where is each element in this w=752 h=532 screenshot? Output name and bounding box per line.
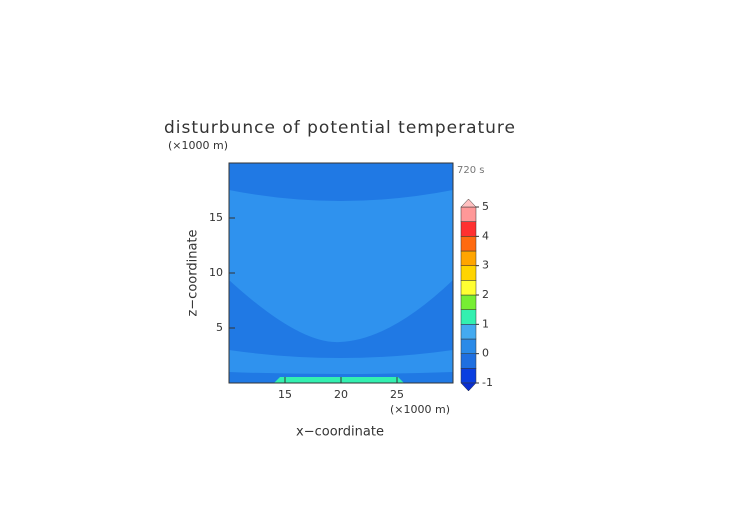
colorbar-tick-label: -1 [482,376,493,389]
colorbar-band [460,221,477,237]
field-region [229,163,453,201]
y-axis-label: z−coordinate [186,229,201,316]
colorbar-tick-label: 5 [482,200,489,213]
y-unit: (×1000 m) [168,139,228,152]
colorbar-tick-label: 3 [482,259,489,272]
colorbar-tick-label: 1 [482,317,489,330]
colorbar-band [460,206,477,222]
chart-title: disturbunce of potential temperature [164,118,516,138]
colorbar-band [460,280,477,296]
x-tick-label: 15 [278,388,292,401]
field-region [274,377,404,383]
colorbar-band [460,265,477,281]
colorbar-tick-label: 4 [482,229,489,242]
colorbar-tick-label: 2 [482,288,489,301]
colorbar-band [460,353,477,369]
x-axis-label: x−coordinate [296,425,384,440]
contour-field [229,163,453,383]
colorbar-band [460,324,477,340]
colorbar-over [460,198,477,208]
x-tick-label: 20 [334,388,348,401]
colorbar-band [460,368,477,384]
x-unit: (×1000 m) [390,403,450,416]
colorbar-band [460,338,477,354]
colorbar-tick-label: 0 [482,347,489,360]
field-region [229,350,453,374]
y-tick-label: 10 [209,266,223,279]
x-tick-label: 25 [390,388,404,401]
colorbar-band [460,309,477,325]
y-tick-label: 5 [216,321,223,334]
colorbar-band [460,250,477,266]
colorbar-under [460,382,477,392]
colorbar-band [460,236,477,252]
y-tick-label: 15 [209,211,223,224]
time-label: 720 s [457,165,484,176]
colorbar-band [460,294,477,310]
